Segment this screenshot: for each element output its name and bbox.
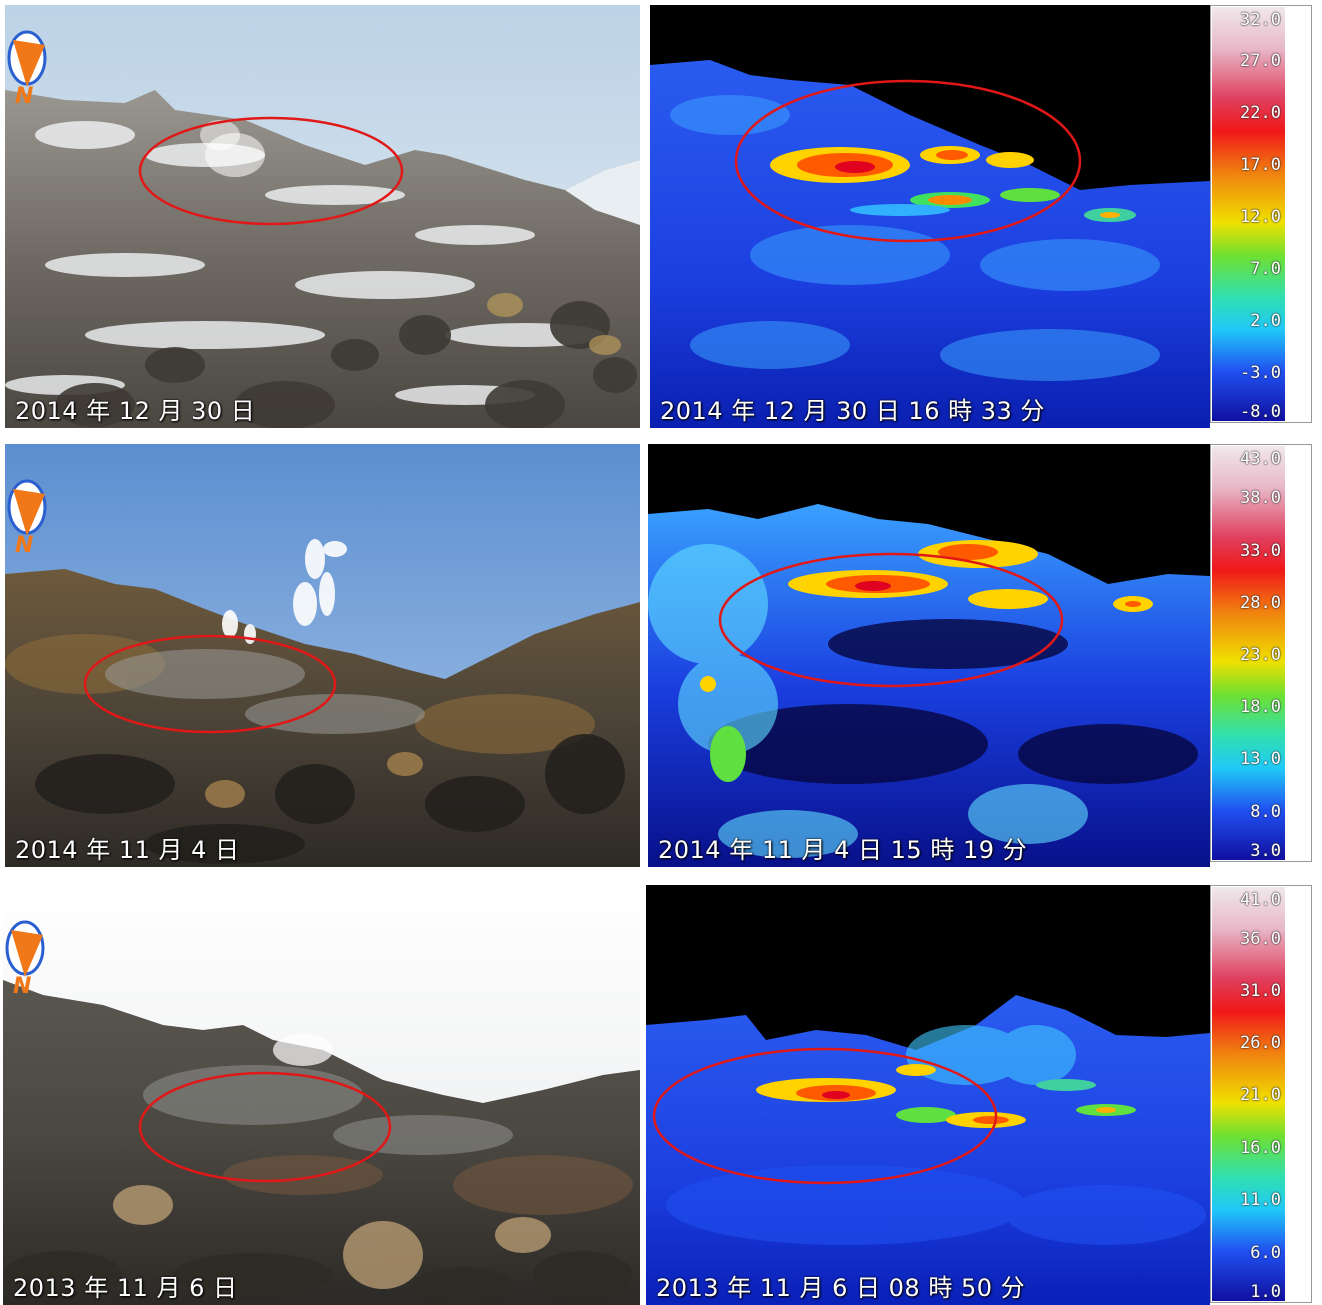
scale-label: 33.0 (1240, 541, 1281, 561)
highlight-ellipse (138, 116, 404, 226)
scale-label: 31.0 (1240, 981, 1281, 1001)
scale-label: 8.0 (1250, 802, 1281, 822)
scale-label: 21.0 (1240, 1085, 1281, 1105)
scale-label: -8.0 (1240, 402, 1281, 422)
highlight-ellipse (718, 552, 1064, 688)
thermal-2014-11-04: 2014 年 11 月 4 日 15 時 19 分 (648, 444, 1210, 867)
north-arrow-icon: N (7, 30, 47, 105)
mountain-photo (5, 5, 640, 428)
scale-label: 23.0 (1240, 645, 1281, 665)
photo-date-caption: 2014 年 12 月 30 日 (15, 397, 256, 425)
scale-label: 41.0 (1240, 890, 1281, 910)
scale-label: 28.0 (1240, 593, 1281, 613)
photo-2014-12-30: N 2014 年 12 月 30 日 (5, 5, 640, 428)
highlight-ellipse (652, 1047, 998, 1185)
photo-2014-11-04: N 2014 年 11 月 4 日 (5, 444, 640, 867)
scale-label: 7.0 (1250, 259, 1281, 279)
scale-label: 3.0 (1250, 841, 1281, 861)
scale-label: 2.0 (1250, 311, 1281, 331)
scale-label: 27.0 (1240, 51, 1281, 71)
scale-label: 12.0 (1240, 207, 1281, 227)
thermal-timestamp-caption: 2014 年 11 月 4 日 15 時 19 分 (658, 836, 1028, 864)
scale-label: 16.0 (1240, 1138, 1281, 1158)
svg-text:N: N (13, 974, 31, 995)
thermal-timestamp-caption: 2013 年 11 月 6 日 08 時 50 分 (656, 1274, 1026, 1302)
photo-2013-11-06: N 2013 年 11 月 6 日 (3, 885, 640, 1305)
svg-text:N: N (15, 533, 33, 554)
north-arrow-icon: N (5, 920, 45, 995)
scale-label: 36.0 (1240, 929, 1281, 949)
scale-label: 6.0 (1250, 1243, 1281, 1263)
highlight-ellipse (734, 79, 1082, 243)
north-arrow-icon: N (7, 479, 47, 554)
thermal-timestamp-caption: 2014 年 12 月 30 日 16 時 33 分 (660, 397, 1045, 425)
scale-label: 38.0 (1240, 488, 1281, 508)
thermal-2014-12-30: 2014 年 12 月 30 日 16 時 33 分 (650, 5, 1210, 428)
scale-label: 17.0 (1240, 155, 1281, 175)
scale-label: 22.0 (1240, 103, 1281, 123)
scale-label: 11.0 (1240, 1190, 1281, 1210)
photo-date-caption: 2014 年 11 月 4 日 (15, 836, 240, 864)
temperature-scale: 41.0 36.0 31.0 26.0 21.0 16.0 11.0 6.0 1… (1210, 885, 1312, 1303)
thermal-image (650, 5, 1210, 428)
mountain-photo (5, 444, 640, 867)
scale-label: 1.0 (1250, 1282, 1281, 1302)
svg-text:N: N (15, 84, 33, 105)
thermal-2013-11-06: 2013 年 11 月 6 日 08 時 50 分 (646, 885, 1210, 1305)
photo-date-caption: 2013 年 11 月 6 日 (13, 1274, 238, 1302)
temperature-scale: 32.0 27.0 22.0 17.0 12.0 7.0 2.0 -3.0 -8… (1210, 5, 1312, 423)
scale-label: 43.0 (1240, 449, 1281, 469)
highlight-ellipse (138, 1071, 392, 1183)
thermal-image (646, 885, 1210, 1305)
highlight-ellipse (83, 634, 337, 734)
scale-label: -3.0 (1240, 363, 1281, 383)
thermal-image (648, 444, 1210, 867)
mountain-photo (3, 885, 640, 1305)
temperature-scale: 43.0 38.0 33.0 28.0 23.0 18.0 13.0 8.0 3… (1210, 444, 1312, 862)
scale-label: 26.0 (1240, 1033, 1281, 1053)
scale-label: 18.0 (1240, 697, 1281, 717)
scale-label: 13.0 (1240, 749, 1281, 769)
scale-label: 32.0 (1240, 10, 1281, 30)
